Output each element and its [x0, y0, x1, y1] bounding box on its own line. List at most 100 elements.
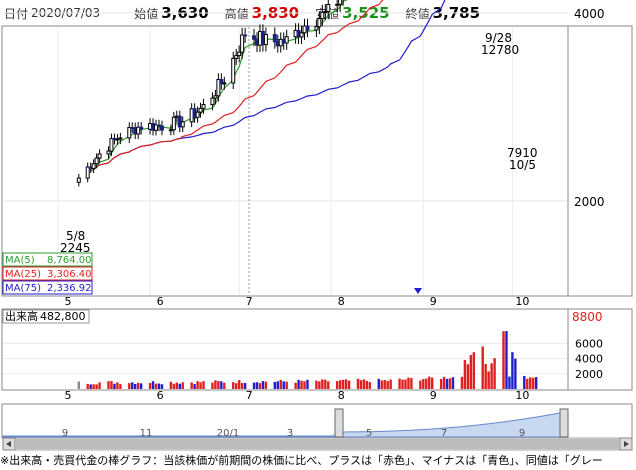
volume-bar	[98, 382, 101, 389]
volume-bar	[389, 379, 392, 389]
candle-body	[219, 79, 224, 85]
volume-tick-label: 6000	[575, 337, 603, 350]
month-tick-label: 7	[246, 295, 253, 308]
volume-month-tick-label: 8	[338, 389, 345, 402]
volume-bar	[240, 382, 244, 389]
volume-bar	[523, 375, 526, 389]
volume-bar	[487, 371, 490, 389]
volume-month-tick-label: 9	[430, 389, 437, 402]
candle-body	[139, 126, 144, 130]
candle-body	[106, 150, 111, 155]
volume-bar	[460, 376, 464, 389]
volume-bar	[386, 380, 389, 389]
volume-legend	[2, 309, 90, 324]
candle-body	[213, 95, 218, 99]
candle-body	[252, 35, 257, 40]
volume-bar	[107, 381, 110, 389]
volume-bar	[113, 383, 116, 389]
ma75-value: 2,336.92	[47, 283, 92, 294]
candle-body	[154, 124, 159, 131]
volume-bar	[139, 383, 143, 389]
volume-bar	[282, 381, 285, 389]
month-tick-label: 5	[65, 295, 72, 308]
volume-bar	[398, 378, 401, 389]
volume-bar	[252, 382, 256, 389]
volume-bar	[190, 382, 193, 389]
volume-bar	[493, 358, 496, 389]
navigator-tick-label: 9	[519, 428, 525, 439]
high-marker-date: 9/28	[485, 31, 512, 45]
candle-body	[240, 34, 245, 53]
volume-bar	[261, 381, 265, 389]
scroll-left-icon	[6, 441, 11, 447]
volume-bar	[214, 380, 217, 389]
candle-body	[171, 116, 176, 131]
volume-bar	[285, 381, 288, 389]
recent-low-value: 7910	[507, 146, 538, 160]
candle-body	[234, 55, 239, 59]
volume-bar	[463, 359, 467, 389]
volume-bar	[273, 381, 277, 389]
current-date-marker-icon	[414, 288, 422, 294]
volume-bar	[344, 379, 348, 389]
volume-bar	[89, 384, 92, 389]
volume-tick-label: 4000	[575, 353, 603, 366]
volume-bar	[264, 381, 268, 389]
volume-chart-frame	[1, 308, 633, 391]
volume-bar	[172, 383, 176, 389]
volume-bar	[324, 379, 327, 389]
ma5-label: MA(5)	[5, 255, 35, 266]
volume-bar	[401, 379, 404, 389]
volume-bar	[318, 381, 321, 389]
volume-bar	[365, 380, 369, 389]
price-tick-label: 4000	[574, 7, 605, 21]
volume-bar	[181, 382, 184, 389]
volume-bar	[175, 382, 178, 389]
volume-bar	[136, 382, 140, 389]
volume-bar	[529, 377, 532, 389]
navigator-right-handle[interactable]	[559, 408, 569, 438]
volume-bar	[356, 378, 360, 389]
navigator-left-handle[interactable]	[334, 408, 344, 438]
footer-note: ※出来高・売買代金の棒グラフ：当該株価が前期間の株価に比べ、プラスは「赤色」、マ…	[0, 454, 603, 467]
candle-body	[210, 97, 215, 106]
volume-bar	[338, 380, 342, 389]
volume-bar	[532, 377, 535, 389]
volume-bar	[368, 382, 372, 389]
volume-bar	[425, 378, 428, 389]
volume-bar	[377, 378, 380, 389]
volume-bar	[202, 381, 205, 389]
volume-bar	[419, 380, 422, 389]
scrollbar-thumb[interactable]	[16, 439, 619, 449]
price-tick-label: 2000	[574, 195, 605, 209]
volume-bar	[472, 352, 475, 389]
volume-max-label: 8800	[572, 310, 603, 324]
ma25-value: 3,306.40	[47, 269, 92, 280]
candle-body	[272, 34, 277, 43]
volume-bar	[383, 379, 386, 389]
candle-body	[222, 82, 227, 85]
volume-month-tick-label: 10	[515, 389, 529, 402]
ma25-label: MA(25)	[5, 269, 41, 280]
candle-body	[118, 137, 123, 140]
volume-bar	[422, 379, 425, 389]
candle-body	[159, 125, 164, 131]
volume-bar	[77, 381, 80, 389]
candle-body	[314, 26, 319, 31]
volume-bar	[279, 379, 282, 389]
month-tick-label: 10	[515, 295, 529, 308]
candle-body	[216, 79, 221, 97]
volume-bar	[431, 377, 434, 389]
candle-body	[198, 107, 203, 113]
volume-bar	[116, 382, 119, 389]
volume-bar	[490, 363, 493, 389]
volume-bar	[157, 383, 161, 389]
month-tick-label: 8	[338, 295, 345, 308]
volume-bar	[131, 382, 134, 389]
volume-bar	[160, 384, 164, 389]
volume-bar	[341, 379, 345, 389]
volume-label: 出来高	[5, 309, 38, 323]
candle-body	[284, 36, 289, 44]
volume-bar	[407, 377, 410, 389]
volume-bar	[110, 381, 113, 389]
